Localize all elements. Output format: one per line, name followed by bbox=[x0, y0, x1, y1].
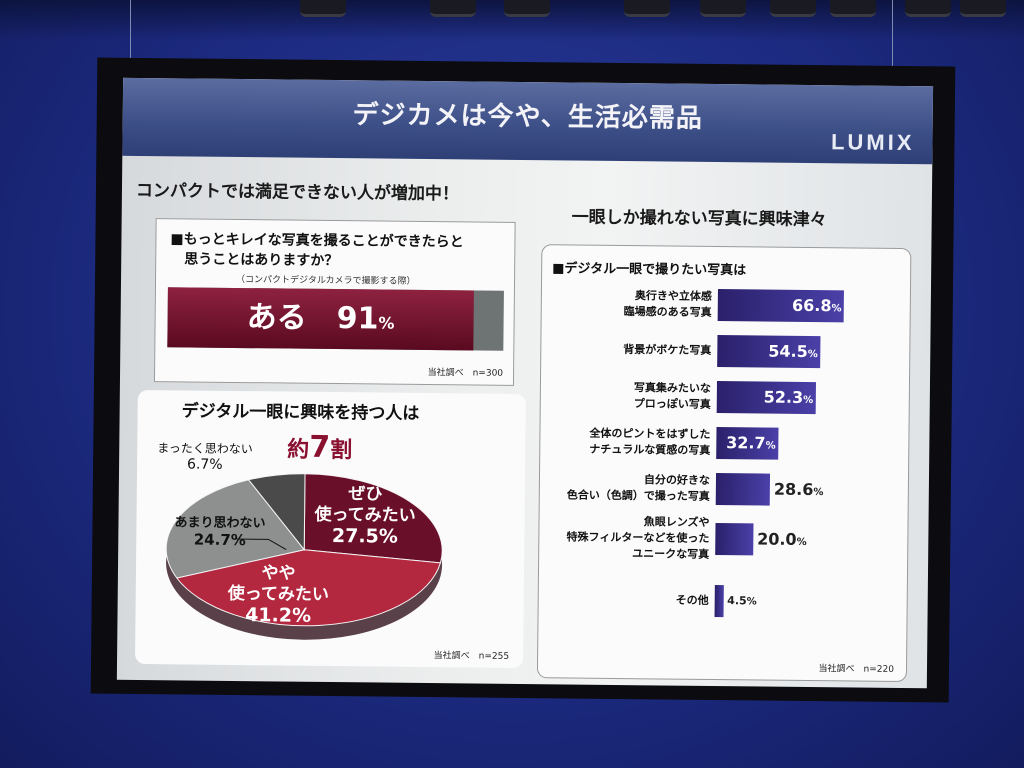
ceiling-light bbox=[770, 0, 816, 17]
bar-category-line: ナチュラルな質感の写真 bbox=[589, 442, 711, 457]
pie-slice-value: 6.7% bbox=[186, 456, 223, 473]
suspension-wire bbox=[892, 0, 893, 98]
answer-value: 91 bbox=[336, 301, 379, 337]
bar-category-line: ユニークな写真 bbox=[632, 547, 710, 561]
pie-slice bbox=[303, 473, 443, 564]
pie-chart bbox=[165, 473, 443, 640]
bar-category-label: 奥行きや立体感臨場感のある写真 bbox=[624, 288, 712, 321]
slide-title: デジカメは今や、生活必需品 bbox=[352, 100, 704, 134]
bar-category-label: 背景がボケた写真 bbox=[623, 342, 711, 359]
brand-logo: LUMIX bbox=[830, 129, 915, 156]
bar-panel-title: ■デジタル一眼で撮りたい写真は bbox=[552, 261, 747, 279]
bar-source: 当社調べ n=220 bbox=[818, 664, 895, 675]
bar-category-line: 全体のピントをはずした bbox=[589, 426, 711, 441]
pie-slice-label: あまり思わない 24.7% bbox=[174, 514, 265, 549]
pie-slice-label: ぜひ 使ってみたい 27.5% bbox=[314, 484, 416, 548]
bar-value-number: 52.3 bbox=[763, 387, 804, 407]
ceiling-light bbox=[830, 0, 876, 17]
bar-value-label: 32.7% bbox=[726, 427, 776, 463]
bar bbox=[714, 585, 724, 618]
pie-slice bbox=[247, 473, 306, 552]
pie-source: 当社調べ n=255 bbox=[433, 651, 510, 662]
bar-category-label: その他 bbox=[676, 593, 709, 609]
bar-value-label: 4.5% bbox=[727, 585, 757, 618]
bar-category-line: 奥行きや立体感 bbox=[634, 289, 712, 303]
bar-value-number: 20.0 bbox=[757, 529, 797, 549]
survey-question-line2: 思うことはありますか？ bbox=[184, 251, 339, 270]
bar-category-line: 自分の好きな bbox=[643, 473, 711, 487]
survey-panel: ■もっとキレイな写真を撮ることができたらと 思うことはありますか？ （コンパクト… bbox=[153, 218, 516, 386]
bar-value-unit: % bbox=[796, 536, 807, 548]
bar-value-unit: % bbox=[765, 440, 776, 452]
ceiling-light bbox=[504, 0, 550, 17]
bar-value-number: 54.5 bbox=[768, 341, 808, 361]
answer-bar-label: ある 91% bbox=[167, 287, 474, 350]
pie-slice-label: まったく思わない 6.7% bbox=[157, 440, 253, 473]
bar-category-label: 自分の好きな 色合い（色調）で撮った写真 bbox=[567, 471, 710, 504]
bar-category-label: 魚眼レンズや 特殊フィルターなどを使ったユニークな写真 bbox=[566, 513, 710, 562]
bar-value-label: 54.5% bbox=[768, 336, 818, 372]
bar-value-number: 4.5 bbox=[727, 594, 747, 608]
bar-category-label: 写真集みたいな プロっぽい写真 bbox=[634, 380, 711, 413]
bar-category-line: 特殊フィルターなどを使った bbox=[566, 530, 710, 545]
pie-slice-name: あまり思わない bbox=[174, 515, 266, 532]
bar-value-unit: % bbox=[807, 348, 818, 361]
bar-category-line: 写真集みたいな bbox=[633, 381, 711, 395]
pie-slice-value: 24.7% bbox=[193, 530, 246, 550]
suspension-wire bbox=[130, 0, 131, 64]
bar-chart: 奥行きや立体感臨場感のある写真 66.8% 背景がボケた写真 54.5% 写真集みたいな… bbox=[542, 245, 910, 618]
bar-category-label: 全体のピントをはずした ナチュラルな質感の写真 bbox=[589, 426, 710, 459]
ceiling-light bbox=[430, 0, 476, 17]
ceiling-light bbox=[905, 0, 951, 17]
left-heading: コンパクトでは満足できない人が増加中！ bbox=[135, 180, 460, 205]
bar bbox=[715, 473, 771, 506]
bar-category-line: 色合い（色調）で撮った写真 bbox=[566, 488, 710, 503]
right-heading: 一眼しか撮れない写真に興味津々 bbox=[571, 207, 827, 231]
pie-slice-value: 41.2% bbox=[245, 604, 312, 627]
bar-category-line: その他 bbox=[675, 593, 709, 607]
ceiling-light bbox=[960, 0, 1006, 17]
bar-value-label: 66.8% bbox=[792, 290, 842, 326]
ceiling-light bbox=[300, 0, 346, 17]
bar-category-line: プロっぽい写真 bbox=[633, 397, 711, 411]
bar-value-label: 20.0% bbox=[757, 523, 807, 559]
bar-value-unit: % bbox=[746, 596, 757, 608]
bar-category-line: 背景がボケた写真 bbox=[623, 343, 712, 357]
pie-slice-name: やや bbox=[261, 563, 296, 584]
bar-category-line: 魚眼レンズや bbox=[643, 515, 710, 529]
projection-screen-frame: デジカメは今や、生活必需品 LUMIX コンパクトでは満足できない人が増加中！ … bbox=[90, 57, 956, 703]
pie-slice-value: 27.5% bbox=[331, 525, 398, 548]
pie-slice bbox=[165, 479, 306, 579]
pie-slice-label: やや 使ってみたい 41.2% bbox=[227, 563, 329, 627]
survey-source: 当社調べ n=300 bbox=[427, 368, 504, 379]
bar bbox=[715, 523, 754, 556]
survey-note: （コンパクトデジタルカメラで撮影する際） bbox=[235, 274, 416, 287]
pie-slice-name: まったく思わない bbox=[157, 441, 253, 457]
bar-value-unit: % bbox=[831, 303, 842, 315]
ceiling-light bbox=[624, 0, 670, 17]
bar-value-number: 32.7 bbox=[726, 433, 766, 453]
pie-slice bbox=[175, 549, 442, 627]
pie-slice-name: 使ってみたい bbox=[227, 583, 329, 605]
answer-unit: % bbox=[378, 313, 395, 333]
bar-value-number: 66.8 bbox=[791, 295, 832, 316]
survey-question: ■もっとキレイな写真を撮ることができたらと 思うことはありますか？ bbox=[170, 229, 464, 272]
bar-value-label: 28.6% bbox=[774, 474, 824, 510]
bar-value-label: 52.3% bbox=[763, 382, 814, 418]
slide: デジカメは今や、生活必需品 LUMIX コンパクトでは満足できない人が増加中！ … bbox=[116, 77, 934, 689]
bar-panel: ■デジタル一眼で撮りたい写真は 奥行きや立体感臨場感のある写真 66.8% 背景がボ… bbox=[536, 244, 912, 683]
pie-leader-line bbox=[236, 538, 287, 550]
bar-value-unit: % bbox=[803, 394, 814, 407]
bar-value-number: 28.6 bbox=[773, 479, 814, 500]
bar-value-unit: % bbox=[813, 487, 824, 499]
pie-slice-name: 使ってみたい bbox=[314, 504, 416, 526]
pie-panel: デジタル一眼に興味を持つ人は 約7割 ぜひ 使ってみたい 27.5% やや 使ってみたい… bbox=[135, 389, 526, 669]
ceiling-light bbox=[700, 0, 746, 17]
slide-banner: デジカメは今や、生活必需品 LUMIX bbox=[122, 77, 934, 165]
answer-category: ある bbox=[246, 300, 307, 336]
pie-slice-name: ぜひ bbox=[348, 484, 383, 505]
bar-category-line: 臨場感のある写真 bbox=[623, 305, 712, 319]
